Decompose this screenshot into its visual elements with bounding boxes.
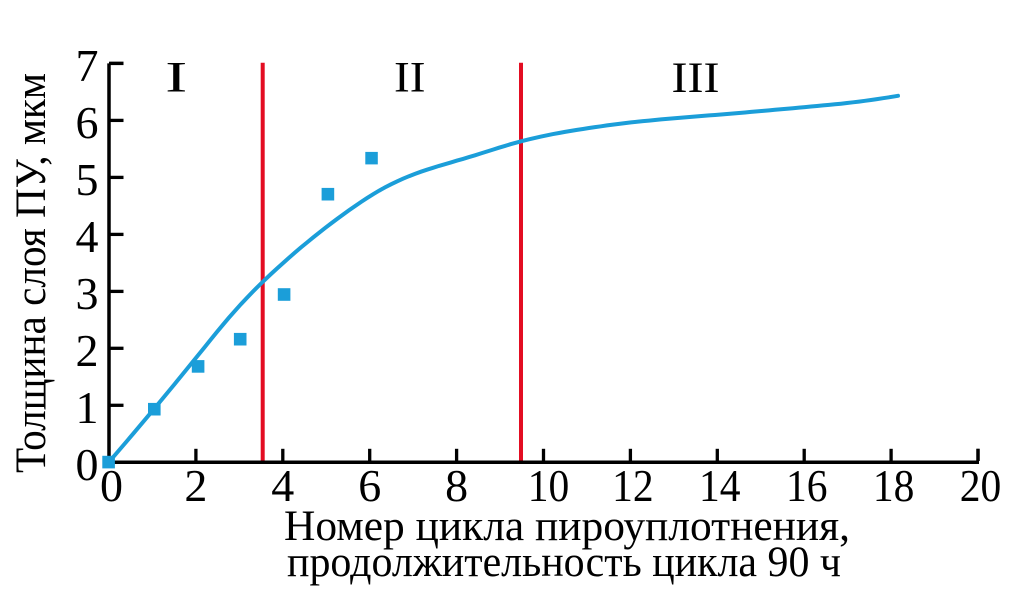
- svg-text:4: 4: [76, 211, 99, 262]
- svg-text:6: 6: [358, 460, 381, 511]
- svg-text:12: 12: [612, 460, 654, 511]
- svg-text:2: 2: [76, 325, 99, 376]
- svg-text:6: 6: [76, 97, 99, 148]
- svg-text:I: I: [165, 55, 187, 102]
- svg-text:0: 0: [76, 439, 99, 490]
- svg-text:8: 8: [445, 460, 468, 511]
- svg-text:14: 14: [699, 460, 741, 511]
- svg-text:7: 7: [76, 40, 99, 91]
- svg-text:Толщина слоя ПУ, мкм: Толщина слоя ПУ, мкм: [8, 73, 55, 473]
- svg-text:4: 4: [271, 460, 294, 511]
- svg-text:Номер цикла пироуплотнения,: Номер цикла пироуплотнения,: [284, 503, 850, 550]
- svg-text:20: 20: [960, 460, 1002, 511]
- svg-text:18: 18: [873, 460, 915, 511]
- svg-text:1: 1: [76, 382, 99, 433]
- svg-text:3: 3: [76, 268, 99, 319]
- svg-text:II: II: [394, 55, 426, 102]
- svg-text:16: 16: [786, 460, 828, 511]
- svg-text:III: III: [672, 55, 720, 102]
- svg-text:5: 5: [76, 154, 99, 205]
- svg-text:10: 10: [528, 460, 570, 511]
- svg-text:0: 0: [100, 460, 123, 511]
- svg-text:продолжительность цикла 90 ч: продолжительность цикла 90 ч: [287, 539, 841, 586]
- svg-text:2: 2: [184, 460, 207, 511]
